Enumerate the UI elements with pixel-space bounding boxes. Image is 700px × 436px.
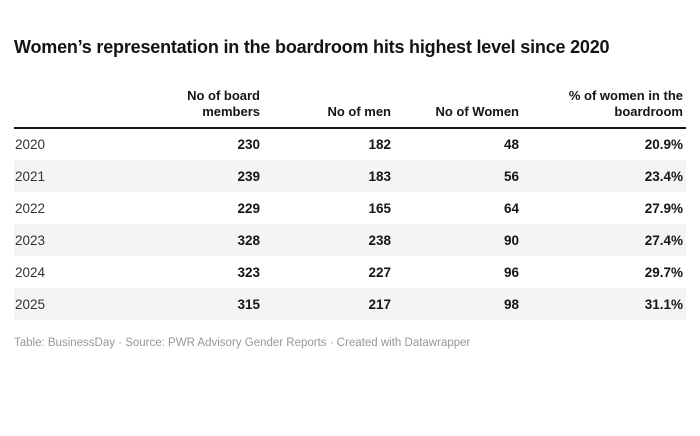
column-header-board-members: No of board members [74, 79, 263, 129]
pct-women-cell: 20.9% [644, 137, 683, 152]
table-row-2022: 2022 229 165 64 27.9% [14, 192, 686, 224]
men-cell: 238 [368, 232, 391, 248]
data-table: No of board members No of men No of Wome… [14, 79, 686, 320]
header-line: % of women in the [568, 88, 683, 103]
pct-women-cell: 27.9% [644, 200, 683, 216]
pct-women-cell: 27.4% [644, 232, 683, 248]
table-row-2021: 2021 239 183 56 23.4% [14, 160, 686, 192]
men-cell: 217 [368, 296, 391, 312]
header-line: No of men [327, 104, 391, 119]
header-line: members [202, 104, 260, 119]
page-title: Women’s representation in the boardroom … [14, 37, 610, 57]
column-header-men: No of men [263, 79, 394, 129]
women-cell: 56 [503, 168, 519, 184]
board-members-cell: 323 [237, 264, 260, 280]
table-row-2024: 2024 323 227 96 29.7% [14, 256, 686, 288]
pct-women-cell: 23.4% [644, 168, 683, 184]
table-row-2020: 2020 230 182 48 20.9% [14, 128, 686, 160]
board-members-cell: 230 [237, 137, 260, 152]
women-cell: 64 [503, 200, 519, 216]
women-cell: 98 [503, 296, 519, 312]
header-line: boardroom [614, 104, 683, 119]
datawrapper-table-page: Women’s representation in the boardroom … [0, 36, 700, 436]
year-cell: 2024 [15, 264, 46, 280]
table-container: No of board members No of men No of Wome… [14, 79, 686, 320]
column-header-year [14, 79, 74, 129]
header-line: No of board [187, 88, 260, 103]
pct-women-cell: 29.7% [644, 264, 683, 280]
year-cell: 2021 [15, 168, 46, 184]
table-row-2025: 2025 315 217 98 31.1% [14, 288, 686, 320]
board-members-cell: 315 [237, 296, 260, 312]
header-line: No of Women [435, 104, 519, 119]
table-row-2023: 2023 328 238 90 27.4% [14, 224, 686, 256]
table-header: No of board members No of men No of Wome… [14, 79, 686, 129]
year-cell: 2025 [15, 296, 46, 312]
year-cell: 2020 [15, 137, 46, 152]
pct-women-cell: 31.1% [644, 296, 683, 312]
men-cell: 182 [368, 137, 391, 152]
year-cell: 2023 [15, 232, 46, 248]
table-body: 2020 230 182 48 20.9% 2021 239 183 56 23… [14, 128, 686, 320]
men-cell: 165 [368, 200, 391, 216]
women-cell: 90 [503, 232, 519, 248]
women-cell: 48 [503, 137, 519, 152]
board-members-cell: 229 [237, 200, 260, 216]
column-header-pct-women: % of women in the boardroom [522, 79, 686, 129]
women-cell: 96 [503, 264, 519, 280]
header-row: No of board members No of men No of Wome… [14, 79, 686, 129]
year-cell: 2022 [15, 200, 46, 216]
footer-attribution: Table: BusinessDay · Source: PWR Advisor… [14, 337, 471, 349]
column-header-women: No of Women [394, 79, 522, 129]
board-members-cell: 328 [237, 232, 260, 248]
men-cell: 227 [368, 264, 391, 280]
men-cell: 183 [368, 168, 391, 184]
board-members-cell: 239 [237, 168, 260, 184]
